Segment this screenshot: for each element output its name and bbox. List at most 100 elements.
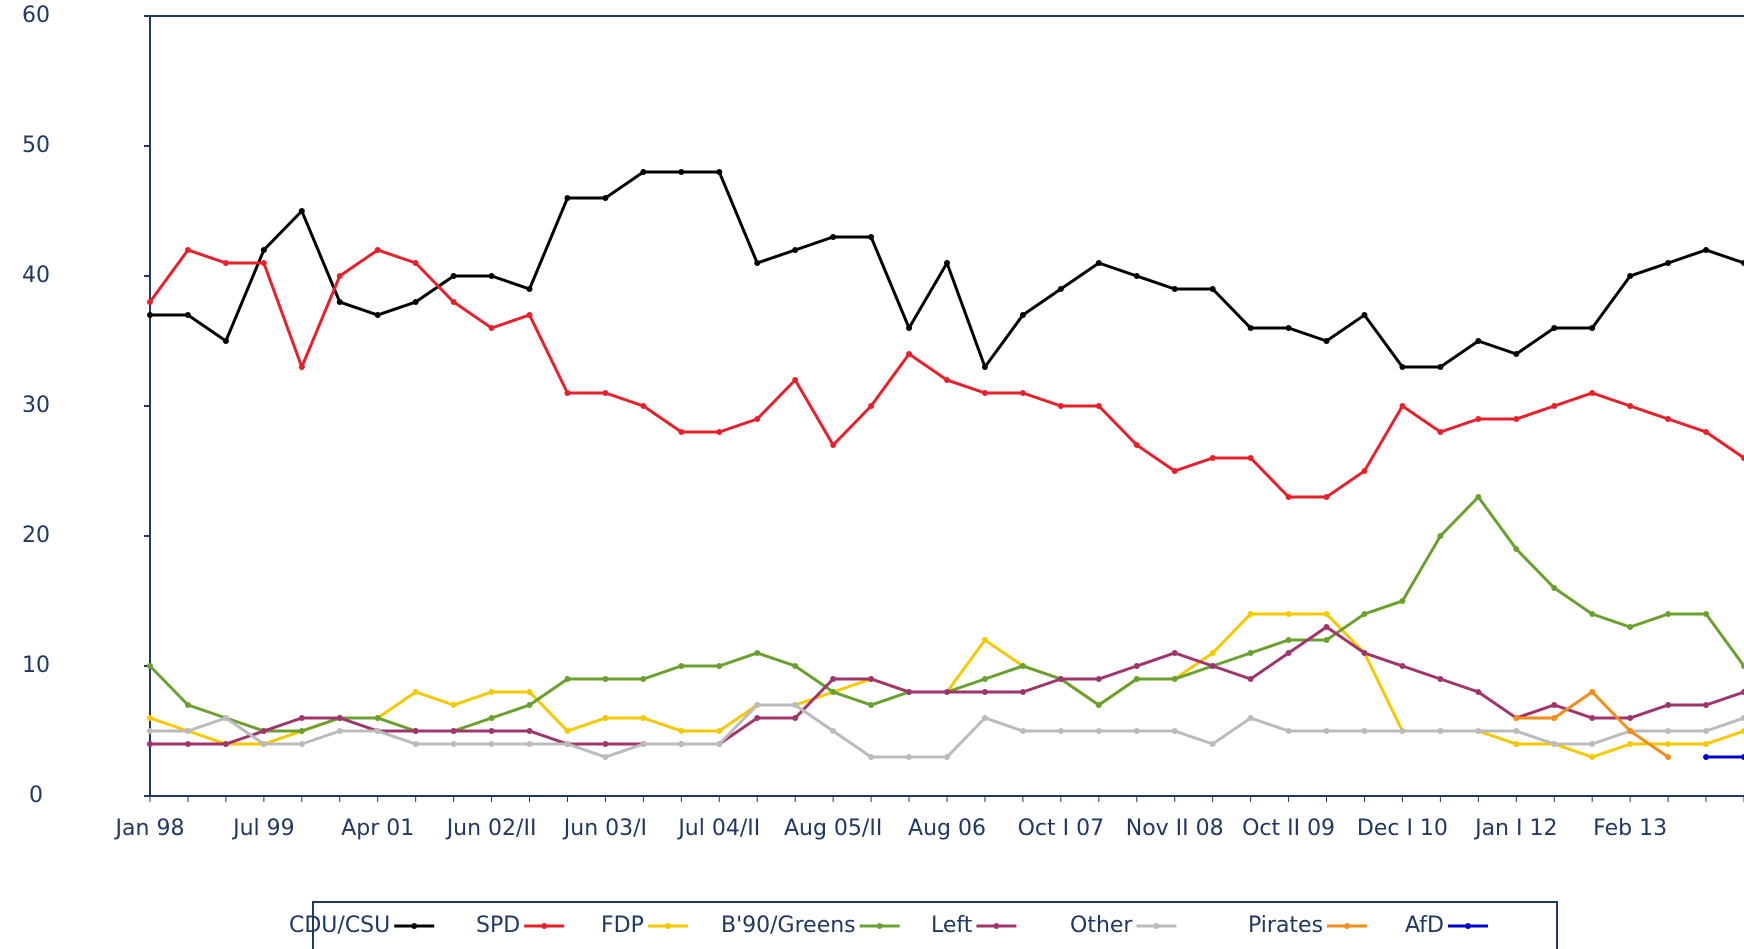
series-marker <box>412 728 419 734</box>
series-marker <box>1741 728 1744 734</box>
series-marker <box>564 741 571 747</box>
series-marker <box>298 208 305 214</box>
series-marker <box>1171 650 1178 656</box>
series-marker <box>754 650 761 656</box>
series-marker <box>1665 741 1672 747</box>
series-marker <box>1095 260 1102 266</box>
series-marker <box>754 702 761 708</box>
series-marker <box>1513 546 1520 552</box>
series-marker <box>1703 611 1710 617</box>
series-marker <box>1133 728 1140 734</box>
y-tick-label: 50 <box>22 133 50 158</box>
series-marker <box>488 689 495 695</box>
series-marker <box>906 754 913 760</box>
legend-label: B'90/Greens <box>721 913 856 938</box>
series-marker <box>1323 624 1330 630</box>
series-marker <box>906 689 913 695</box>
series-marker <box>640 741 647 747</box>
series-marker <box>792 663 799 669</box>
series-marker <box>1475 494 1482 500</box>
series-marker <box>564 195 571 201</box>
series-marker <box>1209 663 1216 669</box>
series-marker <box>1095 702 1102 708</box>
series-marker <box>488 715 495 721</box>
series-marker <box>526 286 533 292</box>
x-tick-label: Oct I 07 <box>1018 816 1105 841</box>
series-marker <box>981 637 988 643</box>
series-marker <box>1019 728 1026 734</box>
series-marker <box>412 689 419 695</box>
series-marker <box>450 741 457 747</box>
series-marker <box>868 403 875 409</box>
series-line <box>1516 690 1669 759</box>
series-marker <box>450 299 457 305</box>
series-marker <box>1057 286 1064 292</box>
series-marker <box>336 273 343 279</box>
series-marker <box>1285 494 1292 500</box>
x-tick-label: Jan 98 <box>114 816 185 841</box>
series-marker <box>564 728 571 734</box>
series-marker <box>564 390 571 396</box>
series-marker <box>1285 325 1292 331</box>
series-marker <box>222 338 229 344</box>
series-marker <box>1133 442 1140 448</box>
series-marker <box>1399 598 1406 604</box>
series-marker <box>830 234 837 240</box>
series-marker <box>1475 728 1482 734</box>
series-marker <box>640 715 647 721</box>
series-marker <box>222 715 229 721</box>
legend-label: SPD <box>476 913 520 938</box>
series-line <box>150 170 1744 371</box>
series-marker <box>1133 663 1140 669</box>
series-marker <box>1551 702 1558 708</box>
series-marker <box>374 715 381 721</box>
series-marker <box>830 442 837 448</box>
series-marker <box>1703 754 1710 760</box>
series-marker <box>1361 312 1368 318</box>
series-marker <box>1627 403 1634 409</box>
series-marker <box>222 260 229 266</box>
series-marker <box>222 741 229 747</box>
legend-marker <box>1464 923 1471 929</box>
legend-marker <box>993 923 1000 929</box>
series-marker <box>1741 260 1744 266</box>
series-marker <box>1285 637 1292 643</box>
series-marker <box>1665 754 1672 760</box>
series-marker <box>1703 247 1710 253</box>
series-marker <box>944 260 950 266</box>
series-marker <box>1741 715 1744 721</box>
series-marker <box>1095 403 1102 409</box>
series-marker <box>526 728 533 734</box>
series-marker <box>1171 286 1178 292</box>
series-marker <box>1209 650 1216 656</box>
series-marker <box>1703 728 1710 734</box>
series-marker <box>526 312 533 318</box>
series-marker <box>147 728 153 734</box>
series-marker <box>1057 676 1064 682</box>
series-marker <box>260 260 267 266</box>
series-marker <box>1437 728 1444 734</box>
x-tick-label: Nov II 08 <box>1126 816 1224 841</box>
series-marker <box>147 312 153 318</box>
legend-label: AfD <box>1405 913 1444 938</box>
series-marker <box>1399 728 1406 734</box>
series-marker <box>1323 611 1330 617</box>
series-marker <box>602 195 609 201</box>
y-tick-label: 10 <box>22 653 50 678</box>
series-marker <box>1171 676 1178 682</box>
series-marker <box>1247 650 1254 656</box>
series-marker <box>1551 741 1558 747</box>
legend-label: Left <box>931 913 973 938</box>
series-marker <box>184 247 191 253</box>
series-marker <box>488 741 495 747</box>
series-marker <box>298 741 305 747</box>
series-marker <box>1437 364 1444 370</box>
series-marker <box>1361 468 1368 474</box>
series-marker <box>1475 416 1482 422</box>
series-marker <box>147 299 153 305</box>
series-marker <box>1247 325 1254 331</box>
series-marker <box>1361 611 1368 617</box>
series-marker <box>488 325 495 331</box>
y-tick-label: 60 <box>22 3 50 28</box>
